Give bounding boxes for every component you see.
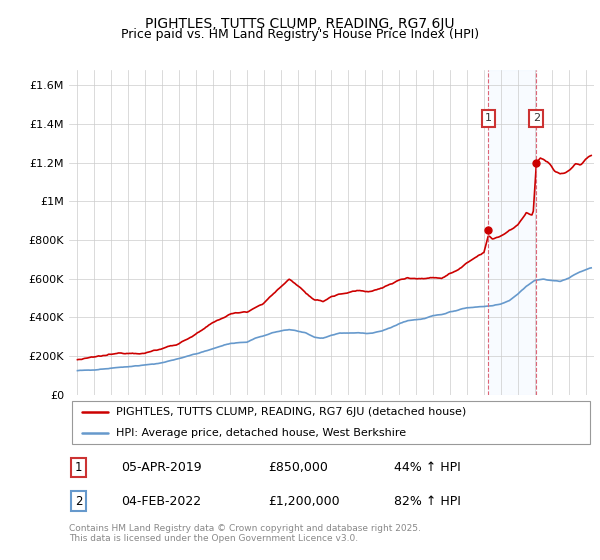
- Text: 1: 1: [485, 113, 492, 123]
- Text: 82% ↑ HPI: 82% ↑ HPI: [395, 494, 461, 508]
- Text: 44% ↑ HPI: 44% ↑ HPI: [395, 461, 461, 474]
- FancyBboxPatch shape: [71, 400, 590, 444]
- Text: 1: 1: [75, 461, 82, 474]
- Text: £1,200,000: £1,200,000: [269, 494, 340, 508]
- Text: 2: 2: [533, 113, 540, 123]
- Text: PIGHTLES, TUTTS CLUMP, READING, RG7 6JU: PIGHTLES, TUTTS CLUMP, READING, RG7 6JU: [145, 17, 455, 31]
- Text: PIGHTLES, TUTTS CLUMP, READING, RG7 6JU (detached house): PIGHTLES, TUTTS CLUMP, READING, RG7 6JU …: [116, 407, 467, 417]
- Text: Contains HM Land Registry data © Crown copyright and database right 2025.
This d: Contains HM Land Registry data © Crown c…: [69, 524, 421, 543]
- Text: 05-APR-2019: 05-APR-2019: [121, 461, 202, 474]
- Text: 2: 2: [75, 494, 82, 508]
- Text: 04-FEB-2022: 04-FEB-2022: [121, 494, 202, 508]
- Text: £850,000: £850,000: [269, 461, 328, 474]
- Text: HPI: Average price, detached house, West Berkshire: HPI: Average price, detached house, West…: [116, 428, 406, 438]
- Text: Price paid vs. HM Land Registry's House Price Index (HPI): Price paid vs. HM Land Registry's House …: [121, 28, 479, 41]
- Bar: [488, 70, 536, 395]
